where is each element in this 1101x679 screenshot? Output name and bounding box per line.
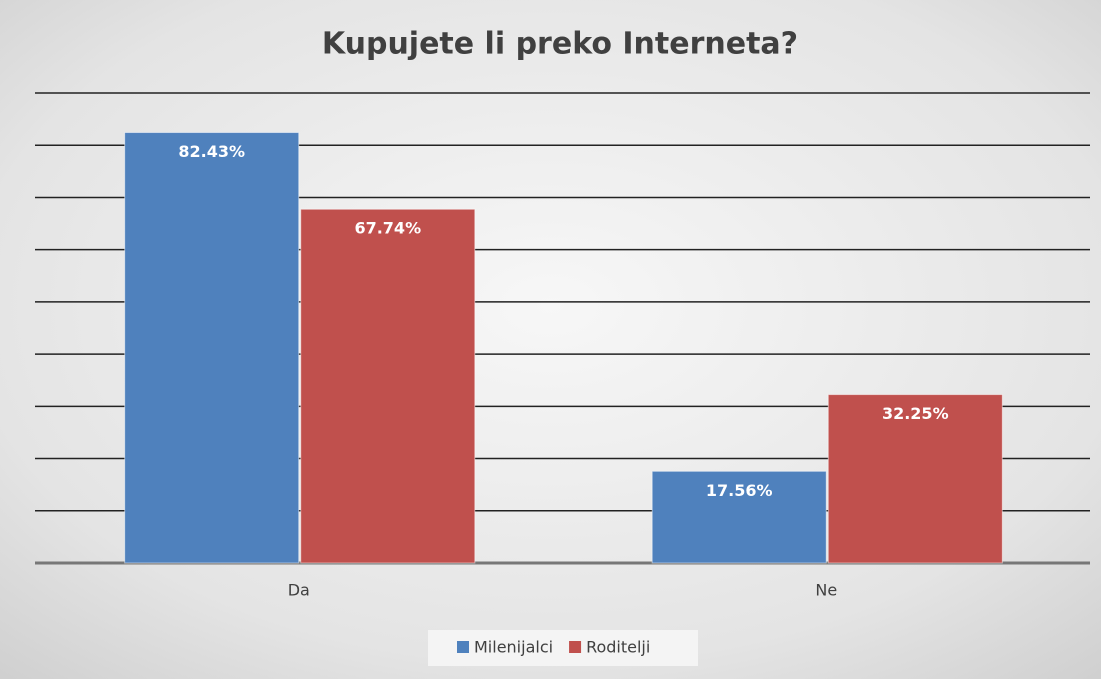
bar (651, 470, 827, 564)
bar (300, 208, 476, 564)
bar (124, 132, 300, 564)
legend-box (428, 630, 698, 666)
data-label: 32.25% (882, 404, 949, 423)
chart-title: Kupujete li preko Interneta? (322, 27, 798, 62)
data-label: 67.74% (354, 219, 421, 238)
x-tick-label: Da (288, 581, 310, 600)
legend-swatch (457, 641, 469, 653)
legend-label: Roditelji (586, 638, 650, 657)
data-label: 82.43% (178, 142, 245, 161)
legend-swatch (569, 641, 582, 653)
legend-label: Milenijalci (474, 638, 553, 657)
bar (827, 394, 1003, 564)
x-tick-label: Ne (815, 581, 837, 600)
data-label: 17.56% (706, 481, 773, 500)
